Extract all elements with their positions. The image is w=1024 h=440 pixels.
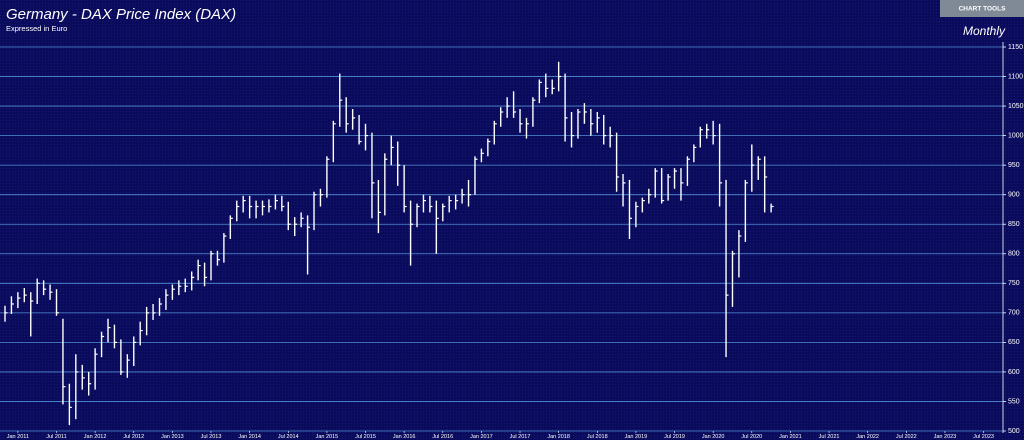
x-tick-label: Jul 2021 [819,434,840,440]
y-tick-label: 1150 [1008,44,1023,51]
chart-title: Germany - DAX Price Index (DAX) [6,6,236,23]
y-tick-label: 850 [1008,221,1020,228]
y-tick-label: 900 [1008,192,1020,199]
y-tick-label: 800 [1008,251,1020,258]
y-tick-label: 650 [1008,339,1020,346]
y-tick-label: 550 [1008,398,1020,405]
x-tick-label: Jan 2012 [84,434,107,440]
grid: 500 550 600 650 700 750 800 850 900 950 1000 1050 11… [0,42,1024,440]
x-tick-label: Jan 2016 [393,434,416,440]
x-tick-label: Jan 2017 [470,434,493,440]
y-tick-label: 700 [1008,310,1020,317]
x-tick-label: Jul 2014 [278,434,299,440]
x-tick-label: Jan 2020 [702,434,725,440]
ohlc-bars [4,61,774,426]
x-tick-label: Jul 2020 [741,434,762,440]
x-tick-label: Jul 2016 [432,434,453,440]
button-label[interactable]: CHART TOOLS [959,6,1006,13]
x-tick-label: Jul 2015 [355,434,376,440]
y-tick-label: 1050 [1008,103,1024,110]
x-tick-label: Jan 2021 [779,434,802,440]
x-tick-label: Jul 2018 [587,434,608,440]
x-tick-label: Jul 2013 [201,434,222,440]
x-tick-label: Jul 2023 [973,434,994,440]
x-tick-label: Jul 2012 [123,434,144,440]
x-tick-label: Jan 2015 [316,434,339,440]
chart-subtitle: Expressed in Euro [6,24,67,33]
y-tick-label: 600 [1008,369,1020,376]
x-tick-label: Jan 2018 [547,434,570,440]
x-tick-label: Jan 2019 [625,434,648,440]
x-tick-label: Jul 2011 [46,434,66,440]
x-tick-label: Jul 2017 [510,434,531,440]
y-tick-label: 1000 [1008,132,1024,139]
x-tick-label: Jan 2022 [856,434,879,440]
x-tick-label: Jul 2019 [664,434,685,440]
button-bg[interactable] [940,0,1024,17]
x-tick-label: Jan 2011 [7,434,29,440]
x-tick-label: Jan 2013 [161,434,184,440]
x-tick-label: Jul 2022 [896,434,917,440]
period-label: Monthly [963,24,1006,38]
y-tick-label: 750 [1008,280,1020,287]
x-tick-label: Jan 2023 [934,434,957,440]
y-tick-label: 950 [1008,162,1020,169]
chart-tools-button[interactable]: CHART TOOLS [940,0,1024,17]
y-tick-label: 500 [1008,428,1020,435]
y-tick-label: 1100 [1008,73,1023,80]
x-tick-label: Jan 2014 [238,434,261,440]
